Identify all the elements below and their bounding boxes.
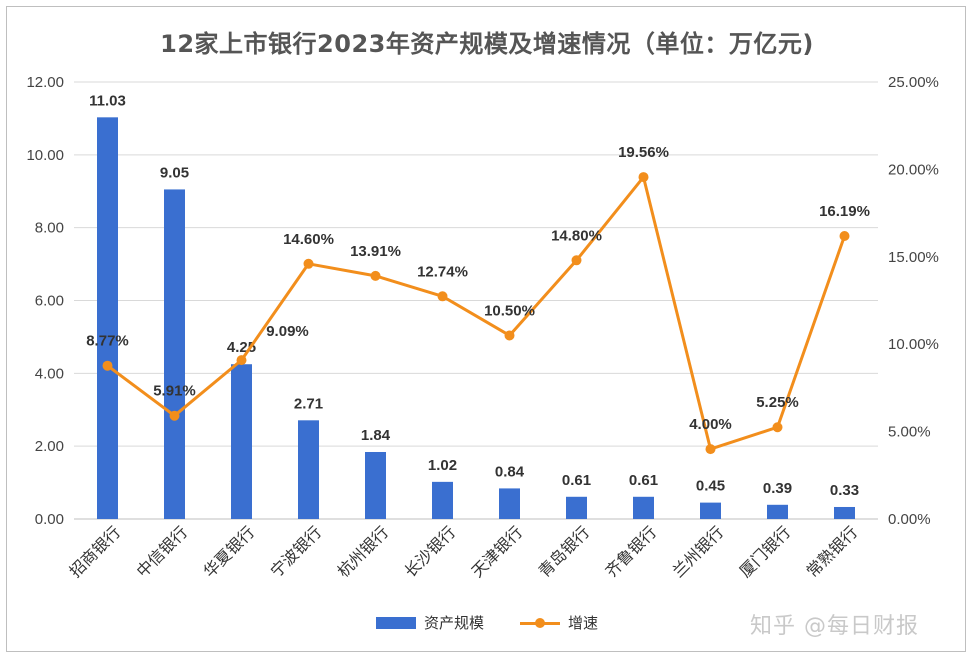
line-point	[772, 422, 783, 433]
bar-value-label: 0.33	[830, 482, 859, 499]
legend-label-bar: 资产规模	[423, 614, 484, 632]
line-point	[705, 444, 716, 455]
line-point	[370, 270, 381, 281]
bar	[834, 506, 855, 519]
legend-label-line: 增速	[568, 614, 599, 632]
bar-value-label: 0.84	[495, 463, 525, 480]
line-value-label: 14.60%	[283, 231, 334, 248]
line-point	[437, 291, 448, 302]
line-value-label: 4.00%	[689, 416, 732, 433]
legend: 资产规模 增速	[0, 612, 974, 633]
bar-value-label: 9.05	[160, 164, 189, 181]
bar	[164, 189, 185, 519]
y-left-tick-label: 0.00	[35, 511, 64, 528]
watermark: 知乎 @每日财报	[750, 614, 919, 639]
y-left-tick-label: 4.00	[35, 365, 64, 382]
bar-value-label: 2.71	[294, 395, 323, 412]
chart-title: 12家上市银行2023年资产规模及增速情况（单位：万亿元)	[160, 30, 814, 58]
line-point	[303, 258, 314, 269]
x-tick-label: 宁波银行	[267, 523, 325, 581]
line-value-label: 12.74%	[417, 263, 468, 280]
y-right-tick-label: 0.00%	[888, 511, 931, 528]
line-series	[102, 172, 850, 455]
y-right-tick-label: 20.00%	[888, 161, 939, 178]
line-point	[169, 410, 180, 421]
bar	[499, 488, 520, 519]
legend-item-line: 增速	[520, 612, 598, 633]
line-point	[504, 330, 515, 341]
bar	[97, 117, 118, 520]
x-tick-label: 厦门银行	[736, 523, 794, 581]
line-value-label: 9.09%	[266, 323, 309, 340]
x-tick-label: 华夏银行	[200, 523, 258, 581]
line-value-label: 5.25%	[756, 394, 799, 411]
x-tick-label: 兰州银行	[669, 523, 727, 581]
legend-item-bar: 资产规模	[375, 612, 484, 633]
bar	[566, 496, 587, 519]
y-axis-left: 0.00 2.00 4.00 6.00 8.00 10.00 12.00	[26, 74, 64, 528]
line-value-label: 13.91%	[350, 243, 401, 260]
x-axis: 招商银行 中信银行 华夏银行 宁波银行 杭州银行 长沙银行 天津银行 青岛银行 齐鲁银行 兰州银行…	[66, 523, 861, 581]
x-tick-label: 中信银行	[133, 523, 191, 581]
x-tick-label: 常熟银行	[803, 523, 861, 581]
line-point	[102, 360, 113, 371]
legend-swatch-bar	[375, 616, 416, 629]
x-tick-label: 天津银行	[468, 523, 526, 581]
line-value-label: 5.91%	[153, 383, 196, 400]
bar-value-label: 0.39	[763, 480, 792, 497]
bar-series	[97, 117, 855, 520]
y-left-tick-label: 6.00	[35, 293, 64, 310]
line-value-label: 19.56%	[618, 144, 669, 161]
bar	[298, 420, 319, 519]
growth-line	[106, 175, 846, 451]
line-value-label: 14.80%	[551, 227, 602, 244]
y-left-tick-label: 12.00	[26, 74, 64, 91]
y-right-tick-label: 15.00%	[888, 249, 939, 266]
bar	[231, 364, 252, 519]
line-point	[638, 172, 649, 183]
bar-value-label: 11.03	[89, 92, 126, 109]
bar-value-label: 0.45	[696, 478, 725, 495]
line-value-label: 8.77%	[86, 333, 129, 350]
x-tick-label: 青岛银行	[535, 523, 593, 581]
bar	[365, 451, 386, 519]
line-point	[571, 255, 582, 266]
y-right-tick-label: 5.00%	[888, 424, 931, 441]
bar-value-label: 0.61	[629, 472, 658, 489]
y-right-tick-label: 10.00%	[888, 336, 939, 353]
y-right-tick-label: 25.00%	[888, 74, 939, 91]
line-value-label: 10.50%	[484, 302, 535, 319]
line-value-label: 16.19%	[819, 203, 870, 220]
x-tick-label: 招商银行	[66, 523, 124, 581]
bar	[700, 502, 721, 519]
x-tick-label: 齐鲁银行	[602, 523, 660, 581]
bar	[767, 504, 788, 519]
bar-value-label: 1.84	[361, 427, 391, 444]
y-left-tick-label: 10.00	[26, 147, 64, 164]
y-left-tick-label: 2.00	[35, 438, 64, 455]
x-tick-label: 长沙银行	[401, 523, 459, 581]
bar	[633, 496, 654, 519]
y-axis-right: 0.00% 5.00% 10.00% 15.00% 20.00% 25.00%	[888, 74, 939, 528]
y-left-tick-label: 8.00	[35, 220, 64, 237]
bar-value-label: 0.61	[562, 472, 591, 489]
bar-value-labels: 11.039.054.252.711.841.02 0.84 0.61 0.61 0.4…	[89, 92, 859, 499]
legend-swatch-line	[520, 617, 560, 629]
line-value-labels: 8.77% 5.91% 9.09% 14.60% 13.91% 12.74% 10.50% 1…	[86, 144, 870, 433]
bar-value-label: 1.02	[428, 457, 457, 474]
gridlines	[74, 81, 878, 520]
x-tick-label: 杭州银行	[334, 523, 392, 581]
line-point	[236, 355, 247, 366]
bar	[432, 481, 453, 519]
line-point	[839, 230, 850, 241]
